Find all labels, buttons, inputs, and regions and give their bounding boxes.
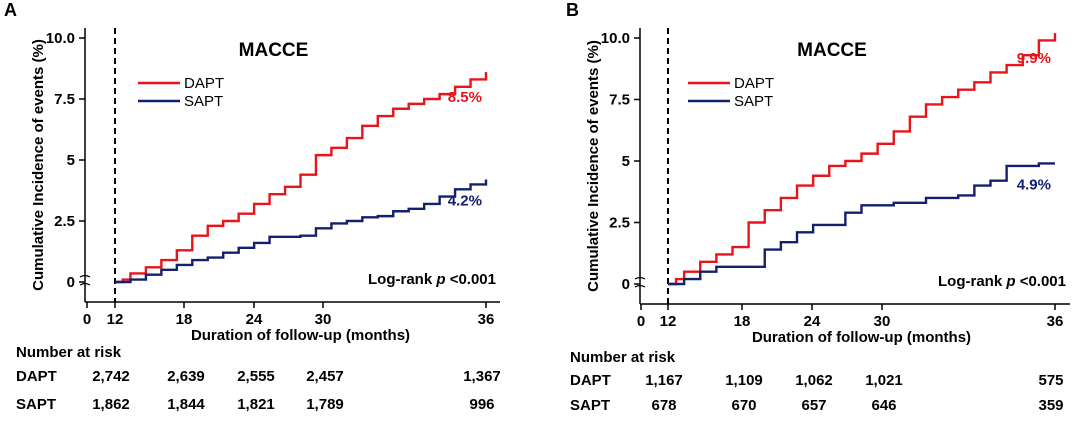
- x-tick-label: 24: [804, 313, 821, 330]
- log-rank-stat: Log-rank p <0.001: [368, 271, 496, 288]
- risk-value: 1,862: [92, 396, 130, 413]
- series-line-sapt: [115, 179, 488, 284]
- chart-title: MACCE: [239, 40, 309, 61]
- risk-value: 1,844: [167, 396, 205, 413]
- y-tick-label: 10.0: [601, 30, 630, 47]
- panel-letter: A: [4, 0, 17, 20]
- x-tick-label: 36: [478, 311, 495, 328]
- risk-value: 1,821: [237, 396, 275, 413]
- x-tick-label: 24: [246, 311, 263, 328]
- risk-value: 1,367: [463, 368, 501, 385]
- risk-row-label: DAPT: [570, 372, 611, 389]
- risk-value: 1,109: [725, 372, 763, 389]
- log-rank-value: <0.001: [1016, 273, 1066, 290]
- y-tick-label: 5: [67, 152, 75, 169]
- risk-value: 1,789: [306, 396, 344, 413]
- axis-break-mark: [79, 274, 91, 286]
- x-tick-label: 18: [176, 311, 193, 328]
- legend-label-dapt: DAPT: [734, 75, 774, 92]
- risk-table-title: Number at risk: [16, 344, 122, 361]
- series-line-sapt: [668, 162, 1055, 286]
- log-rank-prefix: Log-rank: [938, 273, 1006, 290]
- y-tick-label: 2.5: [609, 215, 630, 232]
- end-label-dapt: 8.5%: [448, 89, 482, 106]
- legend-label-dapt: DAPT: [184, 75, 224, 92]
- legend-label-sapt: SAPT: [184, 93, 223, 110]
- x-tick-label: 36: [1047, 313, 1064, 330]
- y-tick-label: 5: [622, 153, 630, 170]
- x-tick-label: 0: [637, 313, 645, 330]
- risk-value: 657: [801, 397, 826, 414]
- risk-value: 2,639: [167, 368, 205, 385]
- panel-letter: B: [566, 0, 579, 20]
- log-rank-stat: Log-rank p <0.001: [938, 273, 1066, 290]
- chart-panel-b: B 0 2.5 5 7.5 10.0 0 12 18 24 30 36 Duration of foll…: [566, 0, 1070, 414]
- x-tick-label: 30: [315, 311, 332, 328]
- x-axis-label: Duration of follow-up (months): [752, 329, 971, 346]
- y-tick-label: 0: [622, 276, 630, 293]
- risk-row-label: SAPT: [570, 397, 610, 414]
- risk-value: 359: [1038, 397, 1063, 414]
- y-tick-label: 7.5: [609, 92, 630, 109]
- risk-value: 646: [871, 397, 896, 414]
- chart-title: MACCE: [797, 40, 867, 61]
- y-tick-label: 2.5: [54, 213, 75, 230]
- series-line-dapt: [115, 72, 488, 284]
- risk-value: 2,457: [306, 368, 344, 385]
- risk-value: 670: [731, 397, 756, 414]
- risk-value: 996: [469, 396, 494, 413]
- risk-value: 2,555: [237, 368, 275, 385]
- legend-label-sapt: SAPT: [734, 93, 773, 110]
- log-rank-p: p: [1005, 273, 1015, 290]
- risk-value: 2,742: [92, 368, 130, 385]
- y-axis-label: Cumulative Incidence of events (%): [30, 39, 47, 291]
- risk-value: 1,021: [865, 372, 903, 389]
- y-tick-label: 10.0: [46, 30, 75, 47]
- x-tick-label: 30: [874, 313, 891, 330]
- axis-break-mark: [634, 276, 646, 288]
- x-axis-label: Duration of follow-up (months): [191, 327, 410, 344]
- log-rank-prefix: Log-rank: [368, 271, 436, 288]
- x-tick-label: 0: [83, 311, 91, 328]
- y-axis-label: Cumulative Incidence of events (%): [585, 40, 602, 292]
- y-tick-label: 0: [67, 274, 75, 291]
- end-label-dapt: 9.9%: [1017, 50, 1051, 67]
- chart-panel-a: A 0 2.5 5 7.5 10.0 0 12 18 24 30 36 Duration of foll…: [4, 0, 501, 413]
- x-tick-label: 12: [660, 313, 677, 330]
- end-label-sapt: 4.9%: [1017, 176, 1051, 193]
- risk-value: 575: [1038, 372, 1063, 389]
- x-tick-label: 12: [107, 311, 124, 328]
- log-rank-value: <0.001: [446, 271, 496, 288]
- y-tick-label: 7.5: [54, 91, 75, 108]
- log-rank-p: p: [435, 271, 445, 288]
- x-tick-label: 18: [734, 313, 751, 330]
- risk-row-label: SAPT: [16, 396, 56, 413]
- risk-value: 678: [651, 397, 676, 414]
- series-line-dapt: [668, 33, 1057, 286]
- risk-value: 1,062: [795, 372, 833, 389]
- risk-row-label: DAPT: [16, 368, 57, 385]
- risk-table-title: Number at risk: [570, 349, 676, 366]
- risk-value: 1,167: [645, 372, 683, 389]
- end-label-sapt: 4.2%: [448, 193, 482, 210]
